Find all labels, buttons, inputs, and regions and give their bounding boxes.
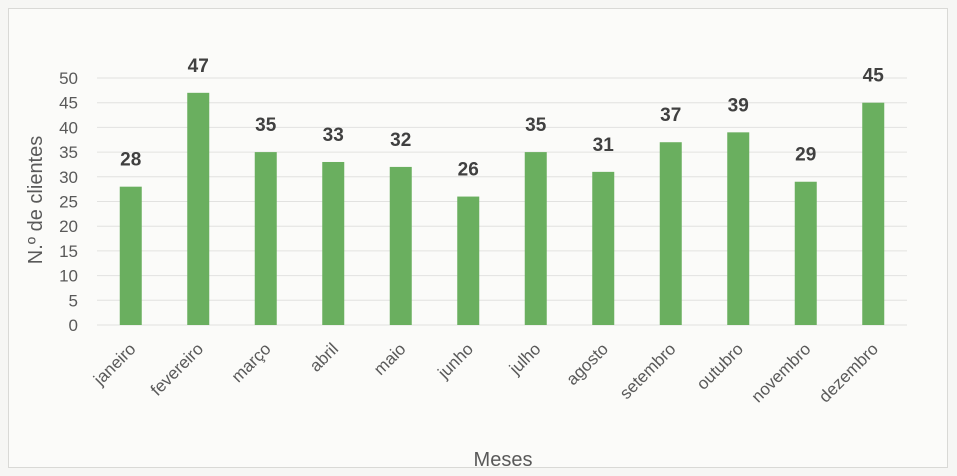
- y-tick-label: 45: [59, 94, 78, 113]
- data-label: 35: [255, 115, 277, 136]
- data-label: 33: [323, 125, 344, 146]
- x-axis-ticks: janeiro fevereiro março abril maio junho julho…: [89, 339, 882, 406]
- bar: [457, 196, 480, 325]
- data-labels: 28 47 35 33 32 26 35 31 37 39 29 45: [120, 56, 884, 181]
- bar: [727, 132, 750, 325]
- y-tick-label: 20: [59, 217, 78, 236]
- bar: [389, 166, 412, 325]
- bar: [659, 142, 682, 325]
- x-tick-label: setembro: [616, 339, 680, 403]
- x-tick-label: junho: [434, 339, 478, 383]
- bar: [862, 102, 885, 325]
- bars: [119, 92, 885, 325]
- x-tick-label: novembro: [748, 339, 815, 406]
- x-tick-label: março: [228, 339, 275, 386]
- data-label: 45: [863, 66, 885, 87]
- bar: [794, 181, 817, 325]
- y-tick-label: 50: [59, 69, 78, 88]
- data-label: 28: [120, 150, 141, 171]
- y-tick-label: 5: [69, 291, 78, 310]
- bar: [254, 152, 277, 325]
- x-tick-label: outubro: [693, 339, 747, 393]
- bar: [322, 161, 345, 325]
- x-tick-label: agosto: [563, 339, 613, 389]
- bar: [187, 92, 210, 325]
- y-tick-label: 15: [59, 242, 78, 261]
- bar: [119, 186, 142, 325]
- y-tick-label: 0: [69, 316, 78, 335]
- y-tick-label: 25: [59, 193, 78, 212]
- x-tick-label: dezembro: [815, 339, 882, 406]
- x-tick-label: fevereiro: [147, 339, 207, 399]
- y-tick-label: 40: [59, 118, 78, 137]
- y-axis-title: N.º de clientes: [25, 136, 47, 264]
- x-tick-label: maio: [370, 339, 409, 378]
- data-label: 37: [660, 105, 681, 126]
- x-tick-label: janeiro: [89, 339, 139, 389]
- x-tick-label: julho: [505, 339, 545, 379]
- data-label: 35: [525, 115, 547, 136]
- bar: [592, 171, 615, 325]
- x-axis-title: Meses: [474, 449, 533, 471]
- data-label: 47: [188, 56, 209, 77]
- x-tick-label: abril: [306, 339, 342, 375]
- data-label: 29: [795, 145, 816, 166]
- data-label: 32: [390, 130, 411, 151]
- bar: [524, 152, 547, 325]
- data-label: 39: [728, 95, 749, 116]
- y-axis-ticks: 0 5 10 15 20 25 30 35 40 45 50: [59, 69, 78, 335]
- gridlines: [97, 77, 907, 326]
- data-label: 26: [458, 160, 479, 181]
- y-tick-label: 35: [59, 143, 78, 162]
- y-tick-label: 10: [59, 267, 78, 286]
- y-tick-label: 30: [59, 168, 78, 187]
- data-label: 31: [593, 135, 615, 156]
